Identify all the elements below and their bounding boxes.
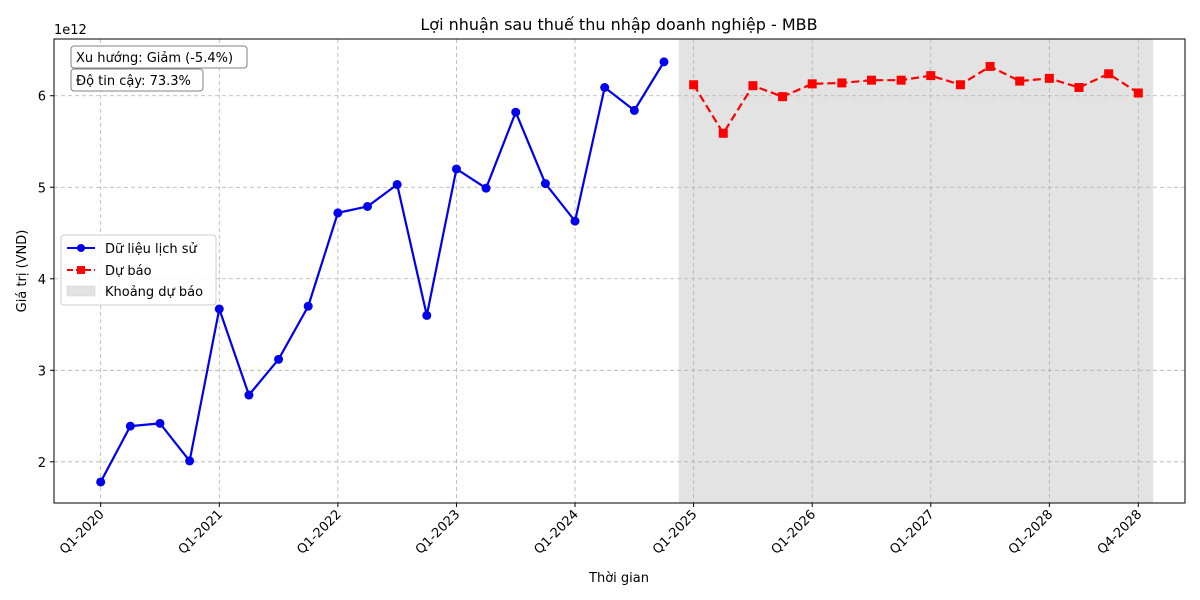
forecast-point bbox=[1044, 73, 1054, 83]
legend-forecast-marker bbox=[77, 266, 85, 274]
forecast-point bbox=[866, 75, 876, 85]
forecast-point bbox=[1015, 76, 1025, 86]
historical-series-line bbox=[99, 61, 665, 483]
trend-annotation-text: Xu hướng: Giảm (-5.4%) bbox=[76, 51, 233, 66]
legend-item-band: Khoảng dự báo bbox=[66, 285, 203, 300]
forecast-point bbox=[807, 79, 817, 89]
legend-band-label: Khoảng dự báo bbox=[105, 285, 203, 300]
forecast-point bbox=[689, 80, 699, 90]
historical-point bbox=[155, 418, 165, 428]
historical-point bbox=[125, 421, 135, 431]
trend-annotation-box bbox=[70, 45, 248, 69]
historical-point bbox=[274, 354, 284, 364]
forecast-point bbox=[718, 128, 728, 138]
legend-historical-label: Dữ liệu lịch sử bbox=[105, 242, 197, 257]
y-tick-label: 6 bbox=[38, 90, 46, 105]
y-tick-label: 3 bbox=[38, 364, 46, 379]
historical-point bbox=[451, 164, 461, 174]
legend-historical-marker bbox=[77, 244, 85, 252]
historical-point bbox=[540, 179, 550, 189]
confidence-annotation: Độ tin cậy: 73.3% bbox=[70, 68, 204, 92]
forecast-point bbox=[837, 78, 847, 88]
historical-point bbox=[244, 390, 254, 400]
historical-point bbox=[392, 180, 402, 190]
historical-point bbox=[422, 310, 432, 320]
confidence-annotation-box bbox=[70, 68, 204, 92]
y-tick-label: 2 bbox=[38, 456, 46, 471]
forecast-point bbox=[1104, 69, 1114, 79]
historical-point bbox=[481, 183, 491, 193]
legend-box bbox=[60, 234, 217, 306]
forecast-point bbox=[1133, 88, 1143, 98]
historical-point bbox=[659, 57, 669, 67]
legend-forecast-label: Dự báo bbox=[105, 264, 152, 279]
plot-frame bbox=[53, 38, 1186, 504]
historical-point bbox=[511, 107, 521, 117]
historical-point bbox=[96, 477, 106, 487]
forecast-point bbox=[778, 92, 788, 102]
forecast-point bbox=[926, 71, 936, 81]
forecast-point bbox=[748, 81, 758, 91]
grid-layer bbox=[54, 39, 1185, 503]
historical-point bbox=[600, 83, 610, 93]
historical-point bbox=[570, 216, 580, 226]
series-layer bbox=[96, 57, 1143, 487]
confidence-annotation-text: Độ tin cậy: 73.3% bbox=[76, 74, 191, 89]
legend: Dữ liệu lịch sử Dự báo Khoảng dự báo bbox=[60, 234, 217, 306]
legend-item-historical: Dữ liệu lịch sử bbox=[67, 242, 197, 257]
historical-point bbox=[333, 208, 343, 218]
forecast-point bbox=[985, 61, 995, 71]
y-tick-label: 4 bbox=[38, 273, 46, 288]
forecast-point bbox=[955, 80, 965, 90]
forecast-point bbox=[1074, 83, 1084, 93]
forecast-band bbox=[678, 39, 1154, 503]
forecast-point bbox=[896, 75, 906, 85]
y-axis-title: Giá trị (VND) bbox=[15, 230, 30, 313]
historical-point bbox=[303, 301, 313, 311]
historical-point bbox=[214, 304, 224, 314]
trend-annotation: Xu hướng: Giảm (-5.4%) bbox=[70, 45, 248, 69]
forecast-band-layer bbox=[678, 39, 1154, 503]
chart-title: Lợi nhuận sau thuế thu nhập doanh nghiệp… bbox=[420, 15, 817, 34]
forecast-series-line bbox=[692, 65, 1139, 135]
legend-band-swatch bbox=[66, 285, 96, 297]
x-axis-title: Thời gian bbox=[588, 571, 649, 586]
legend-item-forecast: Dự báo bbox=[67, 264, 152, 279]
y-offset-label: 1e12 bbox=[54, 23, 87, 38]
historical-point bbox=[363, 201, 373, 211]
y-tick-label: 5 bbox=[38, 181, 46, 196]
historical-point bbox=[629, 105, 639, 115]
historical-point bbox=[185, 456, 195, 466]
